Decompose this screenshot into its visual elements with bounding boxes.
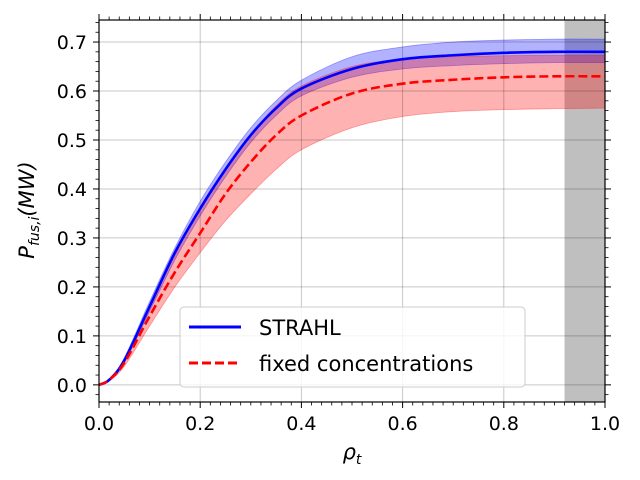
x-tick-label-4: 0.8 [489,413,519,435]
y-tick-label-4: 0.4 [57,179,87,201]
tick-labels-layer: 0.0 0.2 0.4 0.6 0.8 1.0 0.0 0.1 0.2 0.3 0.4 0.5 0.6 0… [57,32,620,435]
y-axis-label-main: P [15,246,39,259]
axes-layer [93,14,611,408]
y-tick-label-5: 0.5 [57,130,87,152]
shaded-region [564,20,605,402]
legend-label-strahl: STRAHL [259,316,341,340]
x-axis-label-sub: t [356,452,362,468]
x-tick-label-5: 1.0 [590,413,620,435]
y-axis-label: Pfus,i(MW) [15,161,43,258]
legend-box [179,306,526,388]
shaded-region-layer [564,20,605,402]
y-axis-label-unit: (MW) [15,161,39,216]
y-axis-label-sub: fus,i [27,216,43,246]
x-tick-label-0: 0.0 [84,413,114,435]
legend: STRAHL fixed concentrations [179,306,526,388]
y-tick-label-2: 0.2 [57,277,87,299]
legend-label-fixed-concentrations: fixed concentrations [259,352,473,376]
series-line-1 [98,74,606,387]
y-tick-label-6: 0.6 [57,81,87,103]
x-tick-label-1: 0.2 [185,413,215,435]
series-lines-layer [98,50,606,387]
x-axis-label-main: ρ [343,440,357,464]
x-axis-label: ρt [343,440,362,468]
y-tick-label-7: 0.7 [57,32,87,54]
x-tick-label-3: 0.6 [387,413,417,435]
x-tick-label-2: 0.4 [286,413,316,435]
series-line-0 [98,50,606,387]
y-tick-label-1: 0.1 [57,326,87,348]
y-tick-label-3: 0.3 [57,228,87,250]
y-tick-label-0: 0.0 [57,375,87,397]
